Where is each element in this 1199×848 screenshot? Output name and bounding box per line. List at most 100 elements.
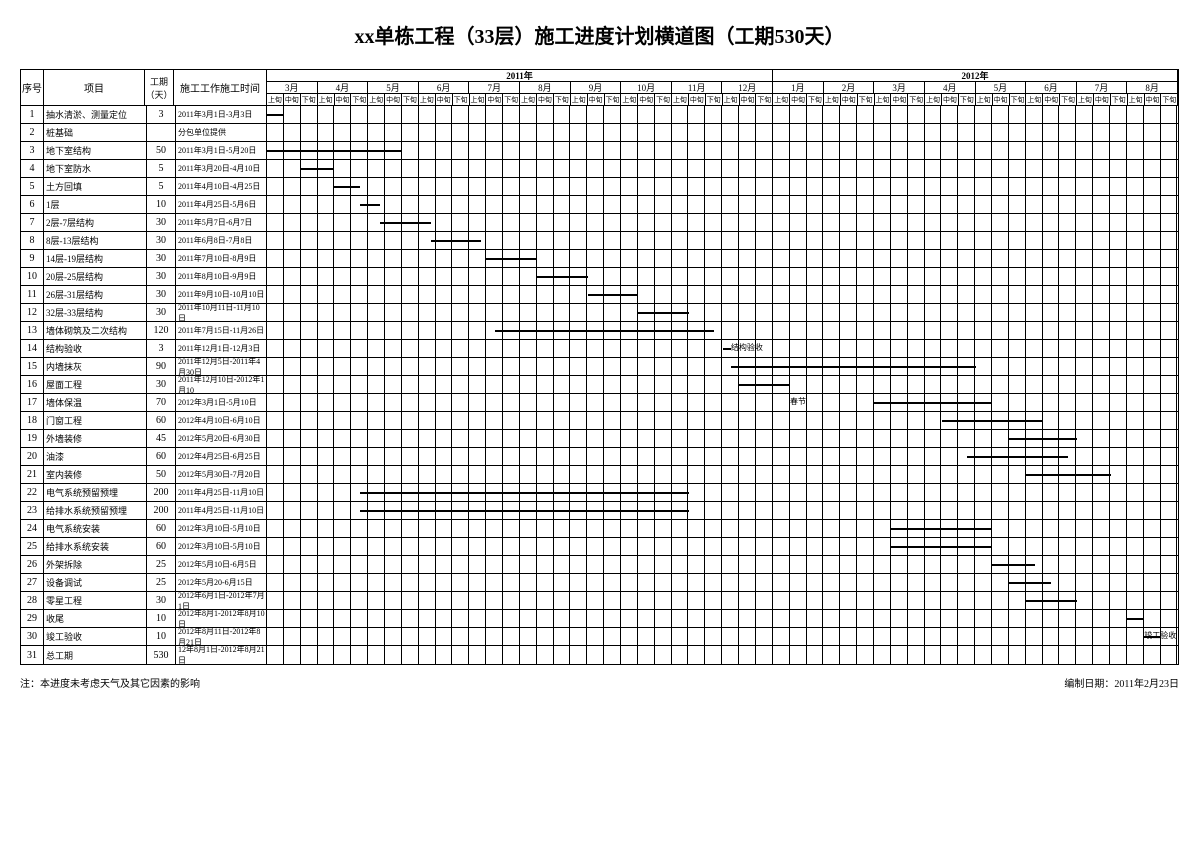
gantt-bar (1127, 618, 1144, 620)
task-name: 桩基础 (44, 124, 147, 141)
task-seq: 5 (21, 178, 44, 195)
gantt-bar (431, 240, 482, 242)
month-label: 12月 (722, 82, 773, 93)
subcol-label: 中旬 (689, 94, 706, 105)
gantt-bar (380, 222, 431, 224)
gantt-row (267, 160, 1178, 178)
task-name: 竣工验收 (44, 628, 147, 645)
task-time: 2011年5月7日-6月7日 (176, 214, 266, 231)
month-label: 6月 (419, 82, 470, 93)
task-time: 2012年6月1日-2012年7月1日 (176, 592, 266, 609)
gantt-row (267, 286, 1178, 304)
task-row: 4地下室防水52011年3月20日-4月10日 (21, 160, 266, 178)
task-row: 25给排水系统安装602012年3月10日-5月10日 (21, 538, 266, 556)
gantt-bar (1026, 600, 1077, 602)
task-seq: 2 (21, 124, 44, 141)
gantt-row (267, 574, 1178, 592)
gantt-bar (588, 294, 639, 296)
task-days: 30 (147, 268, 176, 285)
gantt-row (267, 250, 1178, 268)
month-label: 7月 (469, 82, 520, 93)
task-days: 10 (147, 610, 176, 627)
task-row: 5土方回填52011年4月10日-4月25日 (21, 178, 266, 196)
task-time: 2011年12月10日-2012年1月10 (176, 376, 266, 393)
subcol-label: 下旬 (301, 94, 318, 105)
task-days: 60 (147, 412, 176, 429)
task-days: 5 (147, 178, 176, 195)
year-label: 2012年 (773, 70, 1178, 81)
task-days: 530 (147, 646, 176, 664)
task-time: 2012年8月1-2012年8月10日 (176, 610, 266, 627)
task-name: 抽水清淤、测量定位 (44, 106, 147, 123)
task-seq: 13 (21, 322, 44, 339)
gantt-row (267, 268, 1178, 286)
month-label: 8月 (1127, 82, 1178, 93)
col-seq: 序号 (21, 70, 44, 105)
gantt-bar (638, 312, 689, 314)
task-name: 给排水系统预留预埋 (44, 502, 147, 519)
task-time: 2011年3月20日-4月10日 (176, 160, 266, 177)
task-name: 32层-33层结构 (44, 304, 147, 321)
subcol-label: 下旬 (554, 94, 571, 105)
task-name: 设备调试 (44, 574, 147, 591)
subcol-label: 上旬 (824, 94, 841, 105)
task-days: 3 (147, 340, 176, 357)
subcol-label: 下旬 (959, 94, 976, 105)
task-days: 50 (147, 142, 176, 159)
gantt-bar (267, 150, 402, 152)
gantt-row (267, 466, 1178, 484)
task-seq: 30 (21, 628, 44, 645)
subcol-label: 下旬 (1161, 94, 1178, 105)
subcol-label: 上旬 (1128, 94, 1145, 105)
task-seq: 1 (21, 106, 44, 123)
month-label: 7月 (1077, 82, 1128, 93)
gantt-bar (537, 276, 588, 278)
task-days: 30 (147, 214, 176, 231)
task-row: 13墙体砌筑及二次结构1202011年7月15日-11月26日 (21, 322, 266, 340)
task-time: 2012年4月10日-6月10日 (176, 412, 266, 429)
task-days: 30 (147, 304, 176, 321)
month-label: 8月 (520, 82, 571, 93)
task-days: 60 (147, 538, 176, 555)
footer: 注：本进度未考虑天气及其它因素的影响 编制日期：2011年2月23日 (20, 675, 1179, 690)
task-time: 2011年6月8日-7月8日 (176, 232, 266, 249)
task-days (147, 124, 176, 141)
task-time: 2012年5月20-6月15日 (176, 574, 266, 591)
task-days: 25 (147, 574, 176, 591)
task-name: 结构验收 (44, 340, 147, 357)
task-row: 22电气系统预留预埋2002011年4月25日-11月10日 (21, 484, 266, 502)
gantt-bar (1009, 582, 1051, 584)
gantt-row (267, 646, 1178, 664)
gantt-bar (495, 330, 714, 332)
task-time: 2011年4月25日-11月10日 (176, 502, 266, 519)
subcol-label: 上旬 (267, 94, 284, 105)
task-days: 10 (147, 196, 176, 213)
task-name: 内墙抹灰 (44, 358, 147, 375)
task-seq: 10 (21, 268, 44, 285)
task-seq: 16 (21, 376, 44, 393)
gantt-row (267, 358, 1178, 376)
task-seq: 28 (21, 592, 44, 609)
subcol-label: 上旬 (368, 94, 385, 105)
subcol-label: 下旬 (1010, 94, 1027, 105)
task-row: 1抽水清淤、测量定位32011年3月1日-3月3日 (21, 106, 266, 124)
task-row: 31总工期53012年8月1日-2012年8月21日 (21, 646, 266, 664)
month-label: 3月 (874, 82, 925, 93)
task-seq: 8 (21, 232, 44, 249)
gantt-row (267, 178, 1178, 196)
task-days: 10 (147, 628, 176, 645)
subcol-label: 上旬 (925, 94, 942, 105)
gantt-row (267, 430, 1178, 448)
subcol-label: 下旬 (706, 94, 723, 105)
task-seq: 29 (21, 610, 44, 627)
task-days: 30 (147, 376, 176, 393)
task-time: 2011年7月15日-11月26日 (176, 322, 266, 339)
year-label: 2011年 (267, 70, 773, 81)
month-label: 11月 (672, 82, 723, 93)
task-name: 电气系统安装 (44, 520, 147, 537)
task-name: 室内装修 (44, 466, 147, 483)
task-time: 2011年4月25日-5月6日 (176, 196, 266, 213)
task-time: 2012年3月1日-5月10日 (176, 394, 266, 411)
subcol-label: 上旬 (1026, 94, 1043, 105)
task-row: 18门窗工程602012年4月10日-6月10日 (21, 412, 266, 430)
